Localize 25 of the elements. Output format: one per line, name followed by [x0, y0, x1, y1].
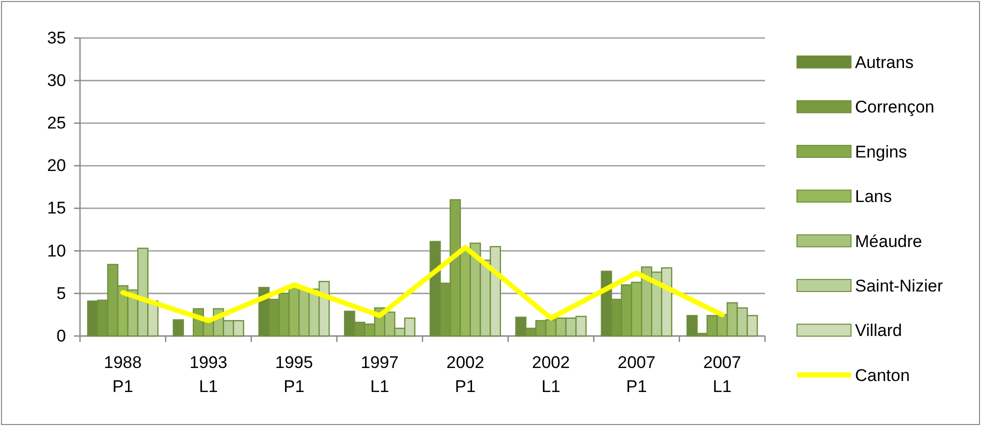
x-tick-label: 2002 P1: [446, 353, 484, 396]
legend-label: Autrans: [855, 53, 914, 72]
legend-label: Saint-Nizier: [855, 276, 944, 296]
legend-label: Corrençon: [855, 98, 934, 117]
legend-label: Canton: [855, 366, 910, 385]
bar: [172, 319, 184, 337]
y-tick-label: 20: [47, 156, 66, 176]
y-tick-label: 10: [47, 241, 66, 260]
x-tick-label: 1995 P1: [275, 353, 313, 396]
x-tick-label: 1993 L1: [190, 353, 228, 396]
y-tick-label: 5: [56, 284, 66, 303]
y-tick-label: 30: [47, 71, 66, 90]
legend-label: Lans: [855, 187, 892, 206]
y-tick-label: 0: [56, 326, 66, 346]
legend-label: Villard: [855, 321, 902, 340]
y-tick-label: 15: [47, 198, 66, 218]
x-tick-label: 1988 P1: [104, 353, 142, 396]
legend-label: Méaudre: [855, 232, 922, 251]
x-tick-label: 2002 L1: [532, 353, 570, 396]
y-tick-label: 35: [47, 28, 66, 48]
y-tick-label: 25: [47, 114, 66, 133]
x-tick-label: 1997 L1: [360, 353, 399, 396]
x-tick-label: 2007 P1: [618, 353, 656, 396]
legend-label: Engins: [855, 142, 907, 162]
x-tick-label: 2007 L1: [703, 353, 742, 396]
